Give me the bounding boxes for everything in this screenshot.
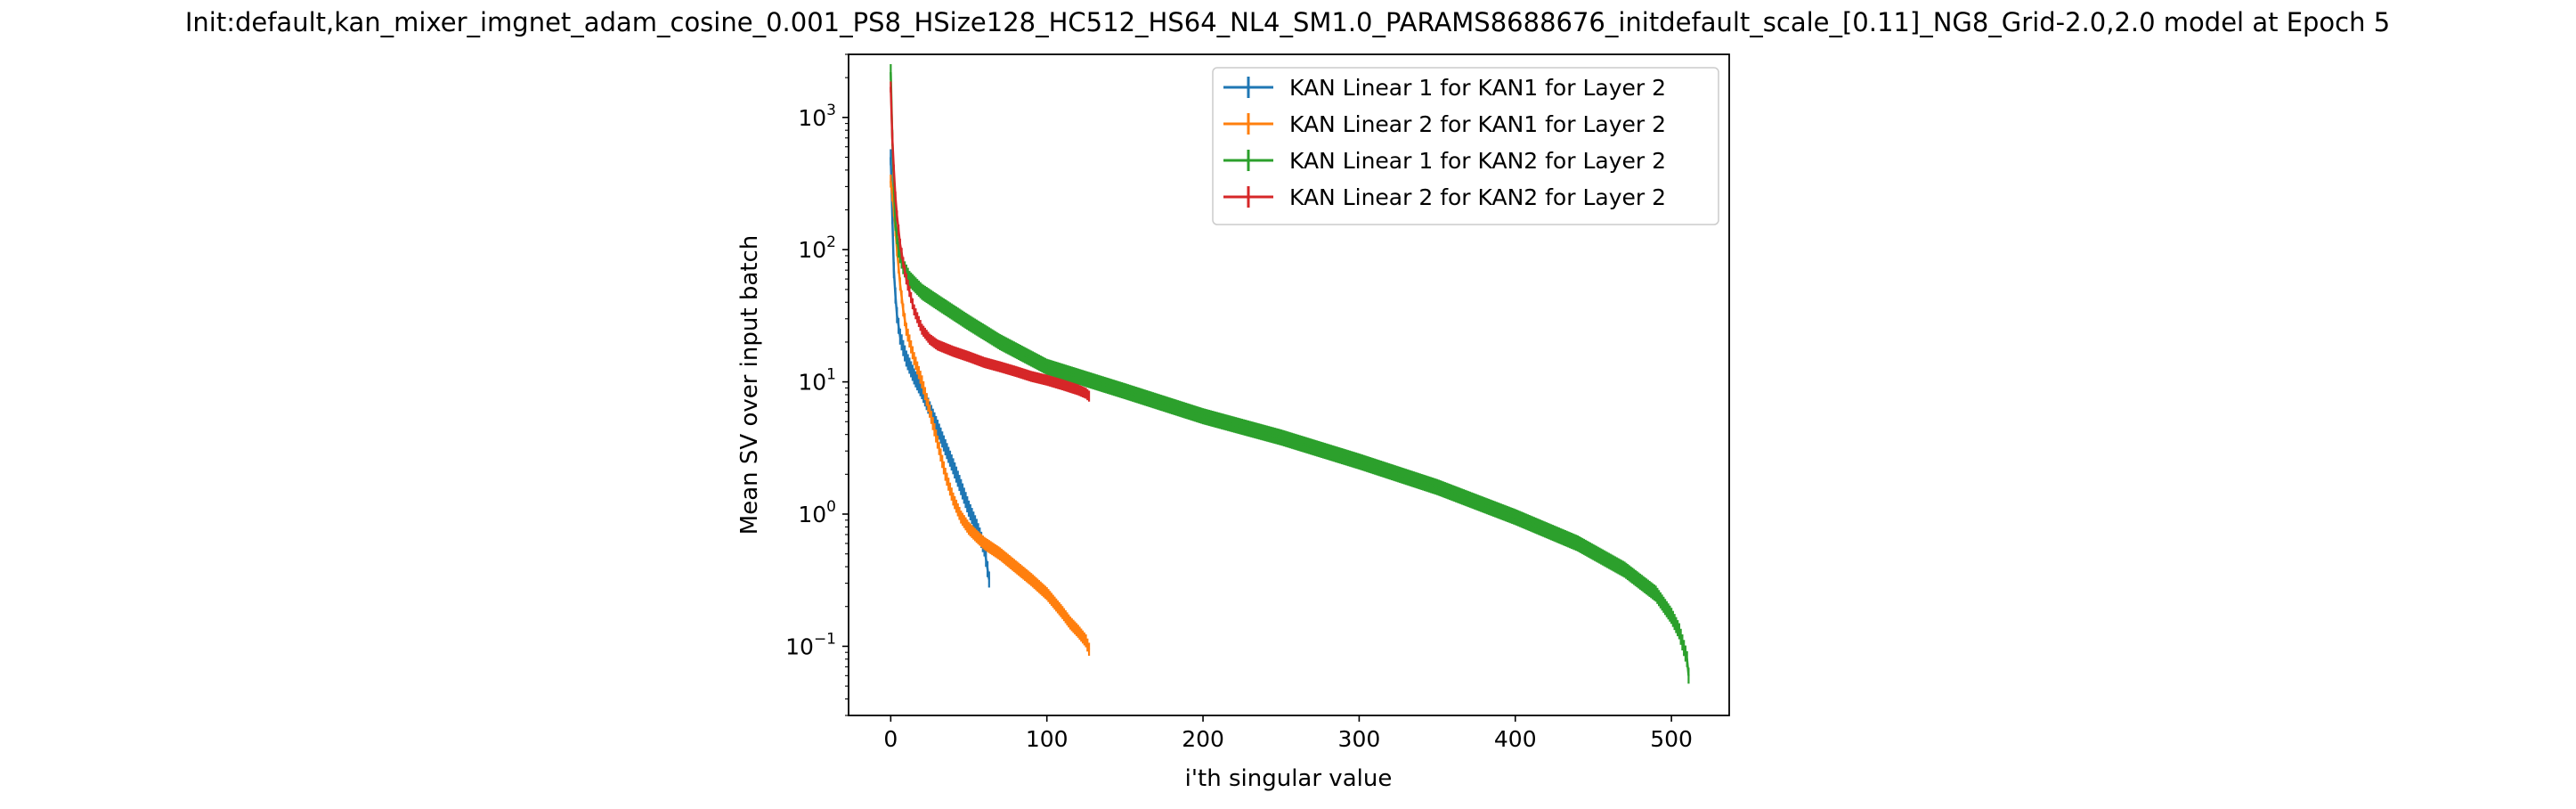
series-4-line bbox=[890, 86, 1090, 397]
series-1-line bbox=[890, 157, 991, 580]
chart-title: Init:default,kan_mixer_imgnet_adam_cosin… bbox=[185, 7, 2390, 37]
x-tick-label: 300 bbox=[1338, 726, 1381, 752]
legend: KAN Linear 1 for KAN1 for Layer 2 KAN Lin… bbox=[1212, 67, 1719, 225]
series-3-line bbox=[890, 71, 1690, 676]
legend-item: KAN Linear 2 for KAN2 for Layer 2 bbox=[1223, 184, 1666, 210]
y-tick-label: 102 bbox=[798, 233, 836, 263]
y-tick-label: 103 bbox=[798, 102, 836, 131]
y-axis-ticks: 10−1 100 101 102 103 bbox=[785, 53, 849, 716]
series-2-line bbox=[890, 181, 1091, 650]
x-axis-ticks: 0 100 200 300 400 500 bbox=[883, 715, 1693, 752]
x-axis-label: i'th singular value bbox=[1185, 765, 1393, 792]
y-tick-label: 101 bbox=[798, 366, 836, 396]
series-layer bbox=[890, 63, 1690, 684]
legend-label: KAN Linear 2 for KAN2 for Layer 2 bbox=[1289, 184, 1666, 210]
x-tick-label: 100 bbox=[1026, 726, 1069, 752]
legend-label: KAN Linear 2 for KAN1 for Layer 2 bbox=[1289, 111, 1666, 137]
legend-item: KAN Linear 2 for KAN1 for Layer 2 bbox=[1223, 111, 1666, 137]
legend-items: KAN Linear 1 for KAN1 for Layer 2 KAN Lin… bbox=[1223, 75, 1666, 210]
x-tick-label: 400 bbox=[1494, 726, 1537, 752]
y-tick-label: 10−1 bbox=[785, 630, 836, 659]
legend-item: KAN Linear 1 for KAN1 for Layer 2 bbox=[1223, 75, 1666, 101]
plot-area bbox=[848, 53, 1730, 716]
legend-box bbox=[1212, 67, 1719, 225]
series-2 bbox=[890, 174, 1091, 657]
axes-frame bbox=[848, 53, 1730, 716]
legend-item: KAN Linear 1 for KAN2 for Layer 2 bbox=[1223, 148, 1666, 174]
legend-label: KAN Linear 1 for KAN2 for Layer 2 bbox=[1289, 148, 1666, 174]
legend-label: KAN Linear 1 for KAN1 for Layer 2 bbox=[1289, 75, 1666, 101]
y-tick-label: 100 bbox=[798, 498, 836, 527]
series-3 bbox=[890, 63, 1690, 684]
series-3-error-bars bbox=[890, 63, 1690, 684]
x-tick-label: 500 bbox=[1650, 726, 1693, 752]
y-axis-label: Mean SV over input batch bbox=[736, 235, 763, 535]
series-1 bbox=[890, 149, 991, 588]
x-tick-label: 200 bbox=[1182, 726, 1224, 752]
series-4 bbox=[890, 81, 1091, 402]
x-tick-label: 0 bbox=[883, 726, 898, 752]
